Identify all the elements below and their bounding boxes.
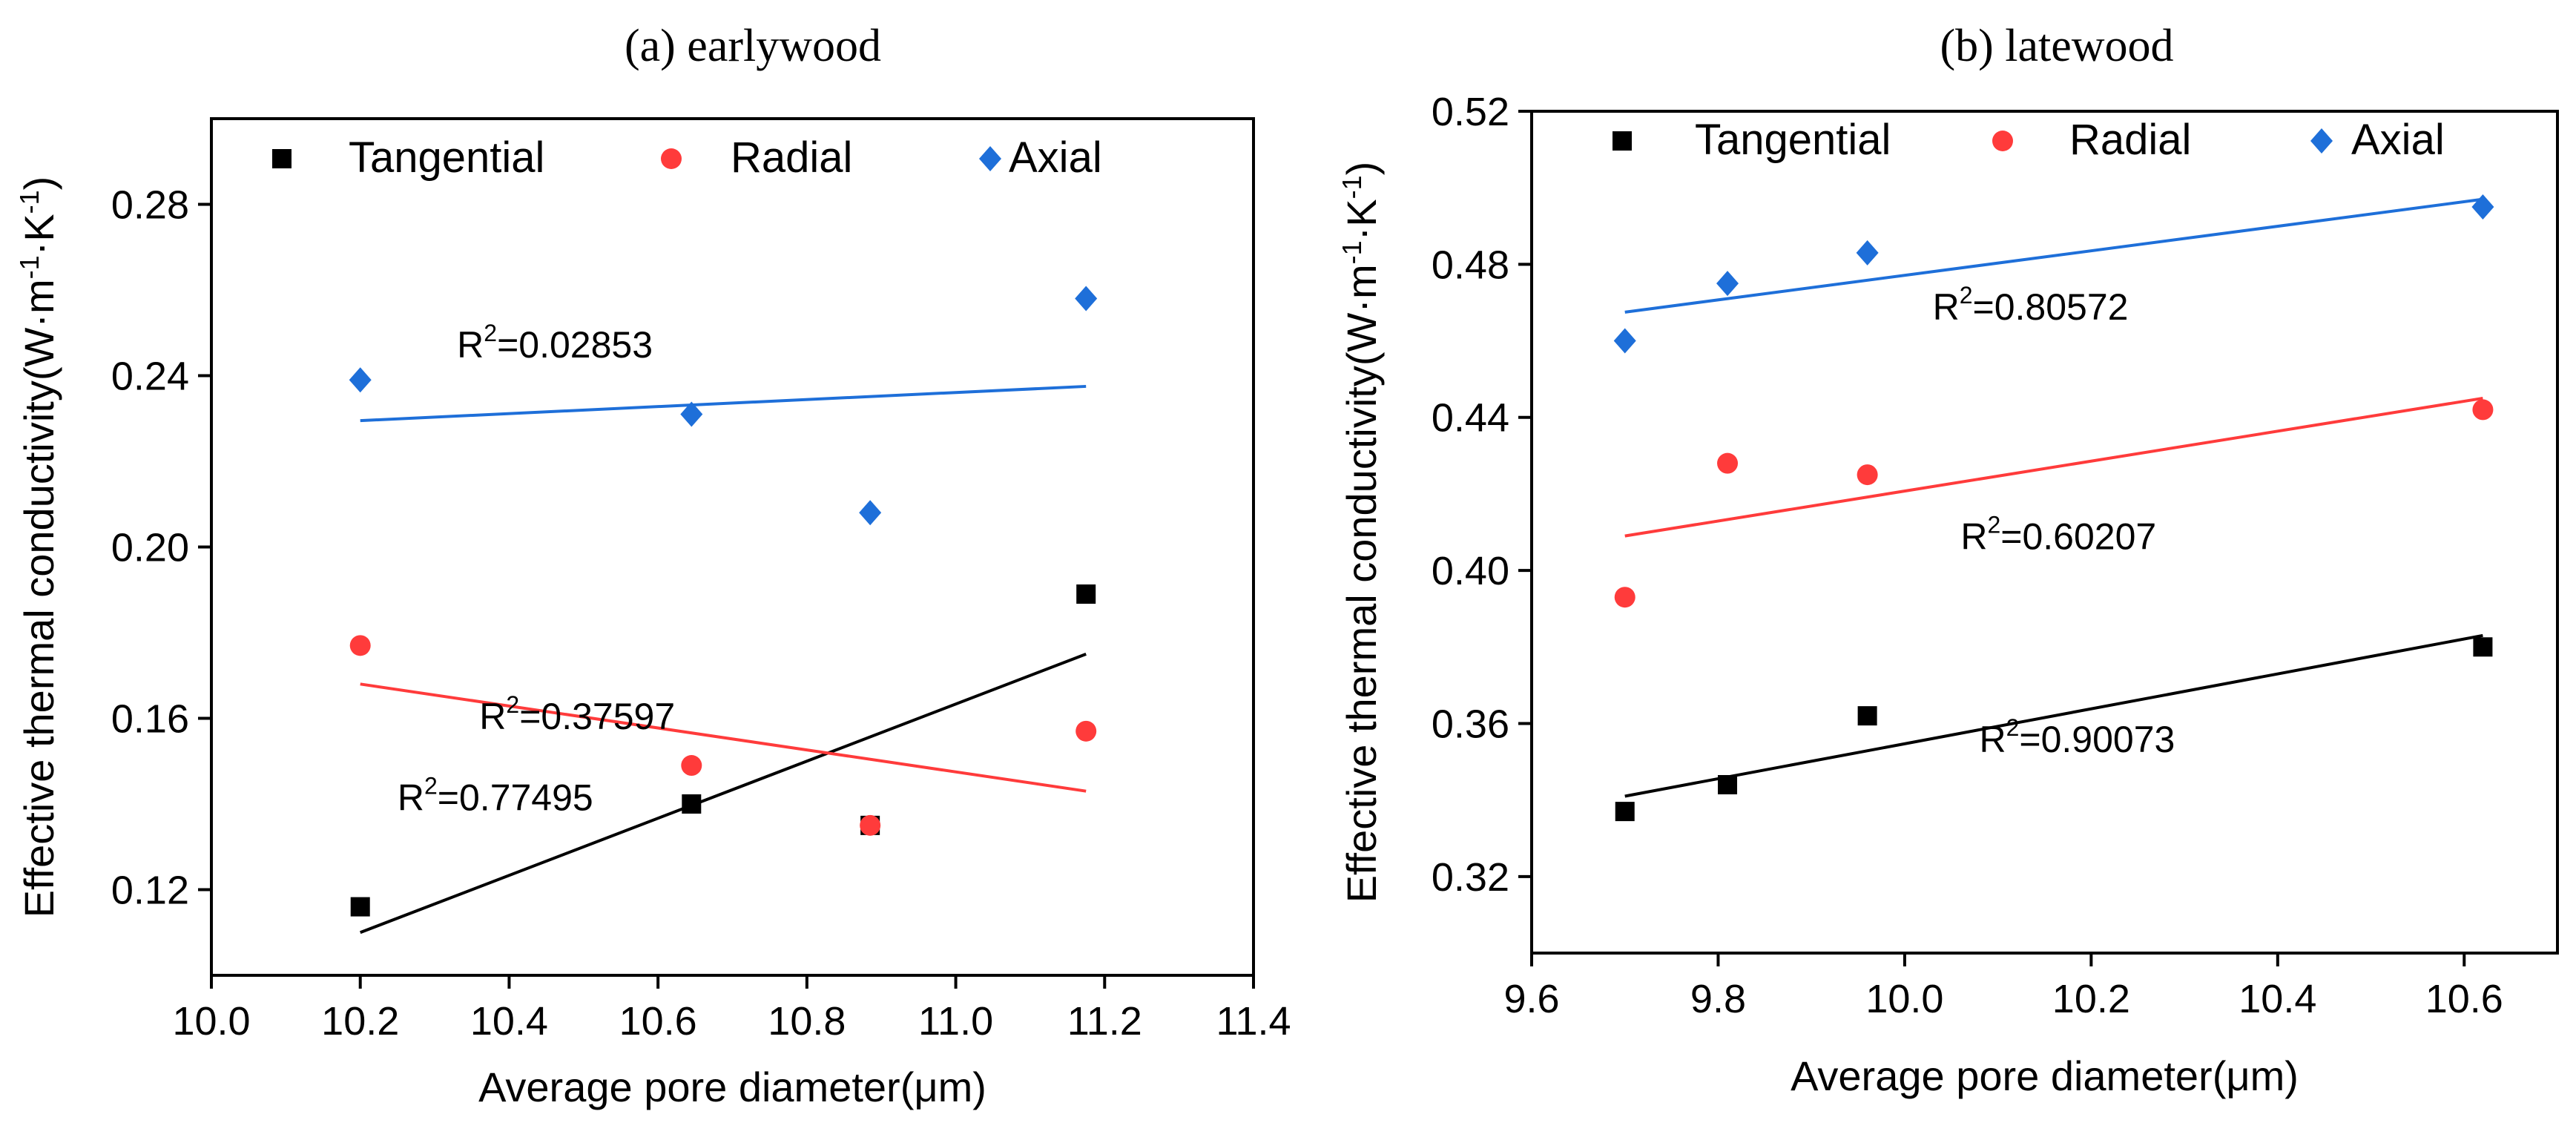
y-tick-label: 0.36 [1432, 702, 1509, 746]
chart-0: (a) earlywood 10.0 10.2 10.4 10.6 10.8 11.0 11.… [14, 21, 1291, 1110]
legend-marker-radial [1992, 131, 2013, 151]
data-point-axial [1856, 240, 1879, 266]
chart-1: (b) latewood 9.6 9.8 10.0 10.2 10.4 10.6 0.32 0.… [1337, 21, 2559, 1099]
data-point-radial [349, 635, 371, 656]
x-tick-label: 9.6 [1503, 977, 1559, 1021]
legend-marker-radial [661, 148, 682, 169]
fit-line-radial [360, 682, 1087, 793]
data-point-radial [1075, 720, 1097, 742]
data-point-radial [681, 755, 702, 777]
plot-frame [1530, 110, 2559, 955]
legend-marker-axial [2310, 128, 2333, 154]
r2-annotation-tangential: R2=0.90073 [1979, 714, 2175, 760]
data-point-tangential [682, 794, 702, 814]
x-tick-label: 11.4 [1216, 999, 1291, 1044]
chart-title: (a) earlywood [625, 21, 881, 71]
y-axis-label: Effective thermal conductivity(W·m-1·K-1… [14, 177, 63, 918]
x-tick-label: 10.4 [470, 999, 548, 1044]
x-tick-label: 10.6 [2425, 977, 2503, 1021]
x-tick-label: 10.2 [2052, 977, 2130, 1021]
legend-label-axial: Axial [1009, 134, 1102, 182]
x-tick-label: 10.0 [1865, 977, 1943, 1021]
r2-annotation-axial: R2=0.80572 [1933, 282, 2129, 328]
data-point-tangential [1615, 802, 1635, 822]
y-tick-label: 0.48 [1432, 243, 1509, 287]
plot-frame [210, 117, 1255, 977]
fit-line-radial [1624, 396, 2483, 538]
y-tick-label: 0.24 [111, 355, 189, 399]
legend-marker-axial [979, 146, 1001, 171]
data-point-tangential [1718, 775, 1738, 794]
x-tick-label: 10.0 [172, 999, 250, 1044]
data-point-tangential [1857, 706, 1877, 726]
y-tick-label: 0.20 [111, 526, 189, 570]
x-axis-label: Average pore diameter(μm) [1791, 1052, 2299, 1099]
data-point-axial [680, 401, 703, 427]
r2-annotation-radial: R2=0.60207 [1960, 512, 2156, 558]
r2-annotation-radial: R2=0.37597 [479, 691, 675, 737]
y-axis-label: Effective thermal conductivity(W·m-1·K-1… [1337, 162, 1386, 903]
data-point-axial [1075, 286, 1098, 312]
legend-marker-tangential [1613, 131, 1632, 151]
y-tick-label: 0.28 [111, 183, 189, 228]
y-tick-label: 0.12 [111, 869, 189, 913]
fit-line-tangential [359, 653, 1087, 935]
data-point-axial [1613, 328, 1636, 354]
fit-line-axial [1624, 197, 2483, 314]
data-point-tangential [350, 897, 370, 917]
legend-marker-tangential [272, 149, 291, 168]
x-tick-label: 10.8 [768, 999, 846, 1044]
data-point-radial [1614, 587, 1635, 608]
y-tick-label: 0.44 [1432, 396, 1509, 441]
data-point-axial [349, 367, 372, 393]
data-point-radial [860, 814, 881, 836]
data-point-axial [2471, 194, 2494, 220]
x-tick-label: 11.0 [918, 999, 993, 1044]
x-tick-label: 10.6 [619, 999, 697, 1044]
chart-title: (b) latewood [1940, 21, 2173, 71]
y-tick-label: 0.32 [1432, 855, 1509, 900]
r2-annotation-axial: R2=0.02853 [457, 320, 653, 366]
fit-line-axial [360, 384, 1087, 423]
data-point-axial [859, 500, 882, 526]
legend-label-radial: Radial [2069, 116, 2191, 164]
y-tick-label: 0.40 [1432, 549, 1509, 593]
legend-label-tangential: Tangential [349, 134, 544, 182]
data-point-tangential [1076, 584, 1096, 604]
x-axis-label: Average pore diameter(μm) [478, 1064, 986, 1110]
x-tick-label: 9.8 [1690, 977, 1746, 1021]
y-tick-label: 0.16 [111, 697, 189, 742]
legend-label-axial: Axial [2351, 116, 2445, 164]
data-point-axial [1716, 271, 1739, 297]
x-tick-label: 10.2 [321, 999, 399, 1044]
y-tick-label: 0.52 [1432, 90, 1509, 134]
data-point-radial [2472, 399, 2494, 421]
legend-label-radial: Radial [731, 134, 852, 182]
fit-line-tangential [1624, 633, 2483, 798]
data-point-radial [1857, 464, 1878, 486]
data-point-tangential [2473, 637, 2493, 657]
data-point-radial [1717, 452, 1739, 474]
r2-annotation-tangential: R2=0.77495 [398, 773, 593, 819]
x-tick-label: 11.2 [1067, 999, 1142, 1044]
x-tick-label: 10.4 [2239, 977, 2316, 1021]
legend-label-tangential: Tangential [1695, 116, 1891, 164]
